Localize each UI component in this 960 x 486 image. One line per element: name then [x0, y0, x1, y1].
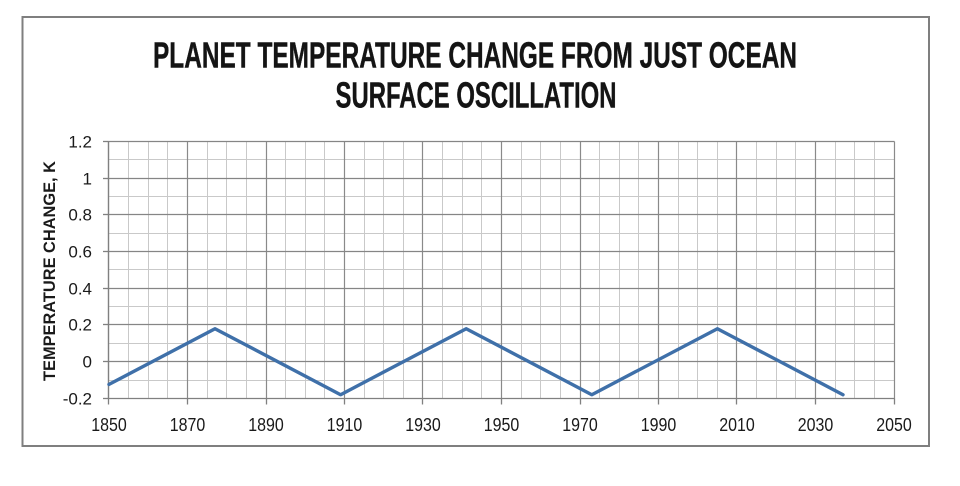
- svg-text:-0.2: -0.2: [63, 390, 92, 409]
- svg-text:0.2: 0.2: [68, 316, 92, 335]
- svg-text:2010: 2010: [719, 415, 755, 435]
- svg-text:PLANET TEMPERATURE CHANGE FROM: PLANET TEMPERATURE CHANGE FROM JUST OCEA…: [153, 35, 797, 76]
- svg-text:1850: 1850: [91, 415, 127, 435]
- svg-text:1990: 1990: [641, 415, 677, 435]
- svg-text:SURFACE OSCILLATION: SURFACE OSCILLATION: [336, 75, 617, 116]
- svg-text:2050: 2050: [876, 415, 912, 435]
- svg-text:1950: 1950: [484, 415, 520, 435]
- svg-text:1890: 1890: [248, 415, 284, 435]
- svg-text:0.6: 0.6: [68, 243, 92, 262]
- svg-text:0.8: 0.8: [68, 206, 92, 225]
- svg-text:1930: 1930: [405, 415, 441, 435]
- svg-text:1870: 1870: [170, 415, 206, 435]
- svg-text:1.2: 1.2: [68, 133, 92, 152]
- svg-text:0: 0: [83, 353, 92, 372]
- svg-text:0.4: 0.4: [68, 280, 92, 299]
- svg-text:TEMPERATURE CHANGE, K: TEMPERATURE CHANGE, K: [40, 160, 59, 381]
- svg-text:1970: 1970: [562, 415, 598, 435]
- svg-text:2030: 2030: [798, 415, 834, 435]
- svg-text:1: 1: [83, 170, 92, 189]
- svg-text:1910: 1910: [327, 415, 363, 435]
